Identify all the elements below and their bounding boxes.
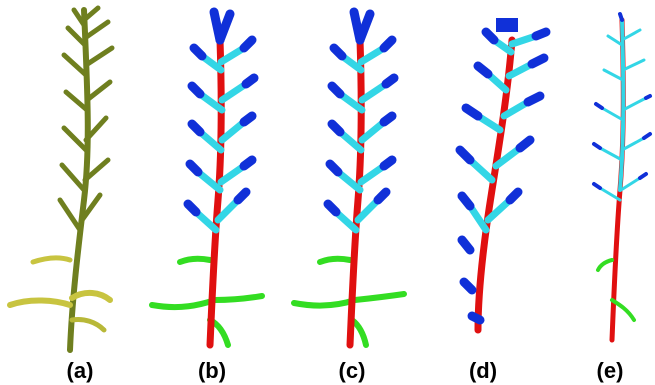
panel-d-caption: (d): [469, 358, 497, 383]
panel-b-branch-tips: [183, 7, 259, 217]
panel-b-upper-branches: [192, 44, 250, 234]
panel-e-upper-branches: [598, 28, 648, 202]
panel-a-leaf-mid2: [69, 317, 107, 333]
panel-a-caption: (a): [67, 358, 94, 383]
panel-a-main-stem: [67, 7, 91, 353]
panel-a-leaf-left: [7, 297, 73, 308]
panel-e-plant: [592, 12, 652, 343]
panel-b-main-stem: [206, 36, 225, 349]
panel-b-plant: [149, 7, 265, 349]
panel-d-top-cluster: [496, 18, 518, 32]
panel-a-branches: [57, 5, 115, 233]
panel-c-main-stem: [346, 36, 365, 349]
panel-d-main-stem: [474, 36, 516, 334]
panel-c-lower-leaves: [291, 255, 407, 348]
panel-c-caption: (c): [339, 358, 366, 383]
panel-d-plant: [455, 18, 551, 334]
panel-e-caption: (e): [597, 358, 624, 383]
panel-a-leaf-right: [69, 290, 113, 303]
panel-c-branch-tips: [323, 7, 399, 217]
panel-d-branch-tips: [455, 27, 551, 325]
panel-e-branch-tips: [592, 12, 652, 190]
panel-e-lower-leaves: [596, 258, 636, 322]
panel-b-lower-leaves: [149, 255, 265, 348]
panel-c-plant: [291, 7, 407, 349]
panel-b-caption: (b): [198, 358, 226, 383]
panel-a-plant: [7, 5, 115, 353]
panel-a-leaf-mid: [30, 255, 73, 265]
